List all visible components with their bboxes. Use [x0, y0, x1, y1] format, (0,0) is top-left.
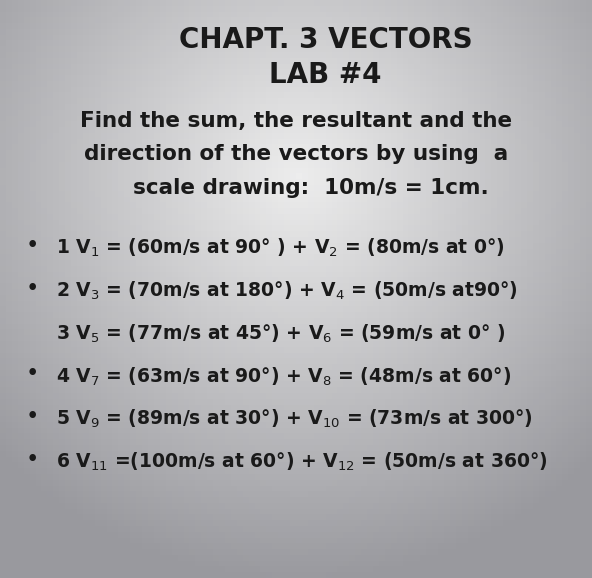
Text: 6 V$_{11}$ =(100m/s at 60°) + V$_{12}$ = (50m/s at 360°): 6 V$_{11}$ =(100m/s at 60°) + V$_{12}$ =… [56, 451, 548, 473]
Text: 2 V$_3$ = (70m/s at 180°) + V$_4$ = (50m/s at90°): 2 V$_3$ = (70m/s at 180°) + V$_4$ = (50m… [56, 280, 518, 302]
Text: Find the sum, the resultant and the: Find the sum, the resultant and the [80, 111, 512, 131]
Text: scale drawing:  10m/s = 1cm.: scale drawing: 10m/s = 1cm. [103, 178, 489, 198]
Text: •: • [26, 448, 39, 471]
Text: 3 V$_5$ = (77m/s at 45°) + V$_6$ = (59m/s at 0° ): 3 V$_5$ = (77m/s at 45°) + V$_6$ = (59m/… [56, 323, 506, 345]
Text: direction of the vectors by using  a: direction of the vectors by using a [84, 144, 508, 165]
Text: 4 V$_7$ = (63m/s at 90°) + V$_8$ = (48m/s at 60°): 4 V$_7$ = (63m/s at 90°) + V$_8$ = (48m/… [56, 365, 511, 388]
Text: LAB #4: LAB #4 [269, 61, 382, 88]
Text: •: • [26, 277, 39, 300]
Text: •: • [26, 234, 39, 257]
Text: 1 V$_1$ = (60m/s at 90° ) + V$_2$ = (80m/s at 0°): 1 V$_1$ = (60m/s at 90° ) + V$_2$ = (80m… [56, 237, 505, 260]
Text: •: • [26, 362, 39, 386]
Text: CHAPT. 3 VECTORS: CHAPT. 3 VECTORS [179, 26, 472, 54]
Text: 5 V$_9$ = (89m/s at 30°) + V$_{10}$ = (73m/s at 300°): 5 V$_9$ = (89m/s at 30°) + V$_{10}$ = (7… [56, 408, 533, 431]
Text: •: • [26, 405, 39, 428]
